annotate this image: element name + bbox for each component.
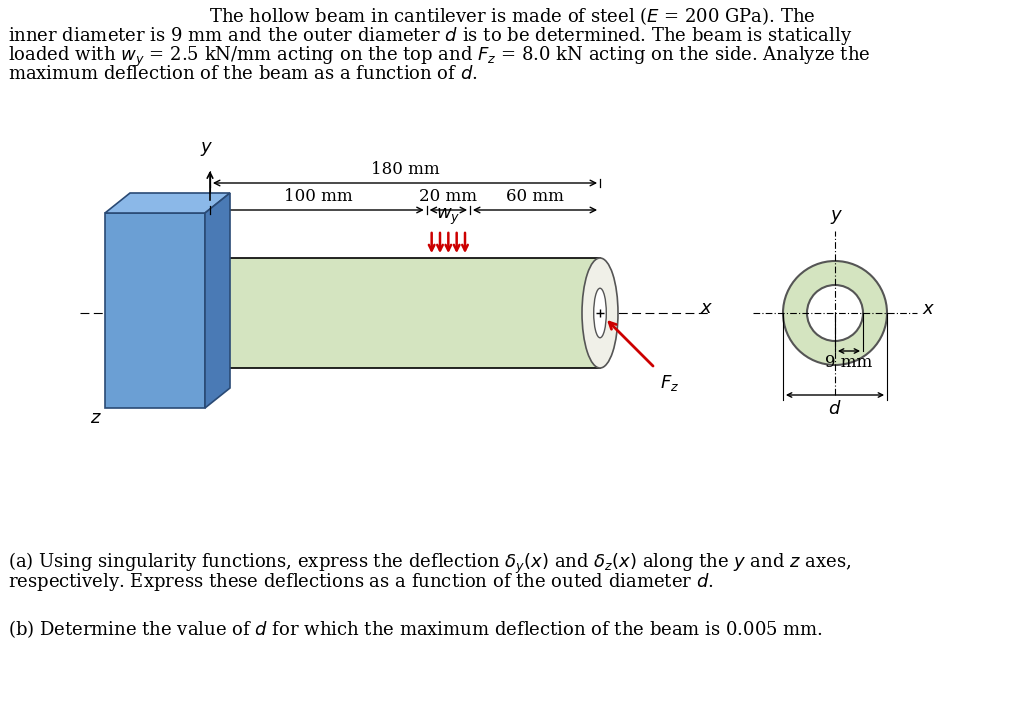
Text: 180 mm: 180 mm xyxy=(371,161,439,178)
Text: 9 mm: 9 mm xyxy=(825,354,872,371)
Text: loaded with $w_y$ = 2.5 kN/mm acting on the top and $F_z$ = 8.0 kN acting on the: loaded with $w_y$ = 2.5 kN/mm acting on … xyxy=(8,45,870,69)
Text: maximum deflection of the beam as a function of $d$.: maximum deflection of the beam as a func… xyxy=(8,65,478,83)
Text: The hollow beam in cantilever is made of steel ($E$ = 200 GPa). The: The hollow beam in cantilever is made of… xyxy=(209,5,815,27)
Ellipse shape xyxy=(594,288,606,337)
Text: inner diameter is 9 mm and the outer diameter $d$ is to be determined. The beam : inner diameter is 9 mm and the outer dia… xyxy=(8,25,852,47)
Polygon shape xyxy=(105,193,230,213)
Text: $x$: $x$ xyxy=(922,300,935,318)
Circle shape xyxy=(783,261,887,365)
Text: $x$: $x$ xyxy=(700,299,714,317)
Text: 60 mm: 60 mm xyxy=(506,188,564,205)
Text: (a) Using singularity functions, express the deflection $\delta_y(x)$ and $\delt: (a) Using singularity functions, express… xyxy=(8,551,851,576)
Text: 20 mm: 20 mm xyxy=(420,188,477,205)
Text: $y$: $y$ xyxy=(830,208,844,226)
Text: $w_y$: $w_y$ xyxy=(436,207,461,227)
Bar xyxy=(210,258,600,368)
Text: $F_z$: $F_z$ xyxy=(660,373,679,393)
Polygon shape xyxy=(205,193,230,408)
Text: $y$: $y$ xyxy=(201,140,214,158)
Text: 100 mm: 100 mm xyxy=(284,188,352,205)
Ellipse shape xyxy=(582,258,618,368)
Bar xyxy=(105,213,205,408)
Ellipse shape xyxy=(199,258,221,368)
Text: $z$: $z$ xyxy=(90,409,101,427)
Circle shape xyxy=(807,285,863,341)
Text: respectively. Express these deflections as a function of the outed diameter $d$.: respectively. Express these deflections … xyxy=(8,571,714,593)
Text: $d$: $d$ xyxy=(828,400,842,418)
Text: (b) Determine the value of $d$ for which the maximum deflection of the beam is 0: (b) Determine the value of $d$ for which… xyxy=(8,618,823,640)
